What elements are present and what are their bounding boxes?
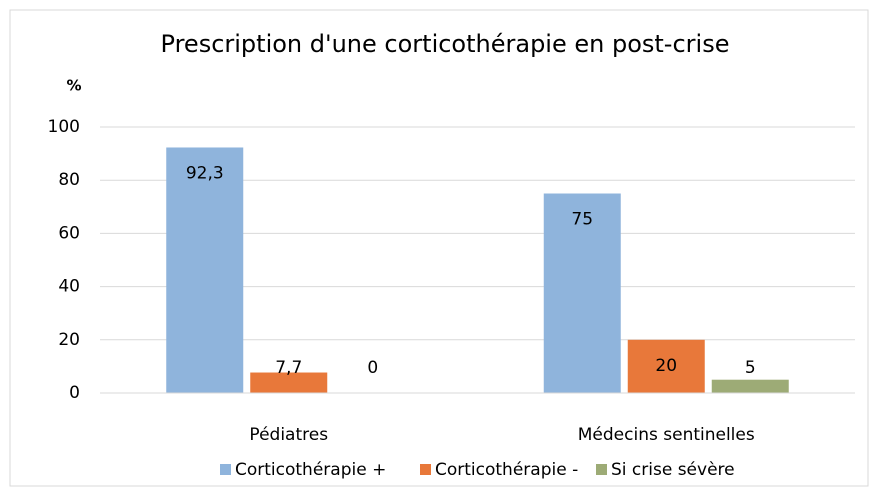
legend-swatch — [596, 464, 607, 475]
data-label: 20 — [655, 356, 677, 376]
y-tick-label: 0 — [69, 383, 80, 403]
y-tick-label: 60 — [58, 223, 80, 243]
legend-label: Corticothérapie + — [235, 460, 386, 480]
x-tick-label: Pédiatres — [249, 425, 328, 445]
bar — [627, 339, 705, 393]
legend-label: Si crise sévère — [611, 460, 735, 480]
data-label: 5 — [745, 358, 756, 378]
y-tick-label: 20 — [58, 330, 80, 350]
bar — [166, 147, 244, 393]
legend-label: Corticothérapie - — [435, 460, 578, 480]
x-tick-label: Médecins sentinelles — [578, 425, 755, 445]
y-tick-label: 100 — [48, 117, 80, 137]
y-tick-label: 40 — [58, 277, 80, 297]
bar — [711, 379, 789, 393]
data-label: 75 — [571, 210, 593, 230]
y-axis-label: % — [66, 77, 81, 95]
data-label: 92,3 — [186, 163, 224, 183]
legend-swatch — [220, 464, 231, 475]
bar — [543, 193, 621, 393]
legend-swatch — [420, 464, 431, 475]
data-label: 0 — [367, 358, 378, 378]
y-tick-label: 80 — [58, 170, 80, 190]
chart-title: Prescription d'une corticothérapie en po… — [161, 30, 730, 58]
bar — [250, 372, 328, 393]
data-label: 7,7 — [275, 358, 302, 378]
chart-border — [9, 9, 869, 487]
